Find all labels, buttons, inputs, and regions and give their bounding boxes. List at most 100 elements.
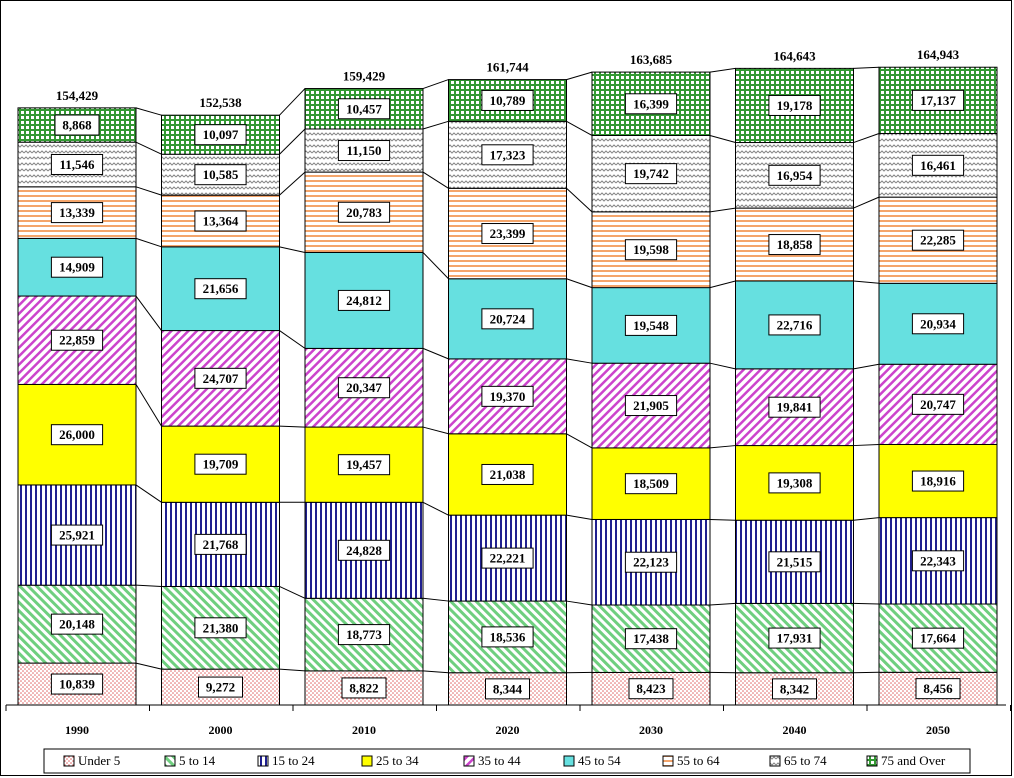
value-label: 10,097 (203, 127, 239, 142)
value-label: 20,724 (490, 311, 526, 326)
connector-line (135, 141, 162, 155)
connector-line (566, 120, 593, 136)
total-labels-group: 154,429 152,538 159,429 161,744 163,685 164,6… (56, 47, 960, 110)
value-label-box (768, 627, 821, 649)
connector-line (279, 246, 306, 253)
value-label-box (337, 377, 391, 399)
x-tick-label-2030: 2030 (639, 723, 663, 737)
value-label: 13,339 (59, 205, 95, 220)
connector-line (709, 207, 736, 213)
connector-line (853, 66, 880, 69)
legend-label-15-to-24: 15 to 24 (272, 753, 315, 768)
bar-55-to-64-2050 (878, 196, 998, 284)
value-label: 10,839 (59, 677, 95, 692)
value-label: 14,909 (59, 260, 95, 275)
value-label: 17,931 (777, 631, 813, 646)
value-label-box (768, 472, 821, 494)
value-label: 22,221 (490, 551, 526, 566)
value-label-box (624, 239, 678, 261)
value-label: 19,370 (490, 389, 526, 404)
connector-line (709, 445, 736, 449)
connector-line (279, 128, 306, 155)
value-label-box (337, 454, 391, 476)
value-label-box (481, 223, 534, 245)
value-label-box (337, 624, 391, 646)
value-label-box (624, 551, 678, 573)
total-label-2040: 164,643 (773, 48, 816, 63)
value-label-box (481, 547, 534, 569)
connector-line (853, 133, 880, 144)
connector-line (566, 358, 593, 364)
connector-line (135, 484, 162, 503)
x-tick-label-2040: 2040 (783, 723, 807, 737)
value-label-box (911, 154, 965, 176)
value-label: 24,828 (346, 543, 382, 558)
value-label: 18,773 (346, 627, 382, 642)
x-tick-label-2020: 2020 (496, 723, 520, 737)
connector-line (566, 514, 593, 520)
connector-line (709, 362, 736, 370)
connector-line (422, 597, 449, 602)
value-label: 18,509 (633, 476, 669, 491)
connector-line (279, 88, 306, 116)
value-label-box (194, 617, 247, 639)
value-label-box (768, 234, 821, 256)
connector-line (422, 171, 449, 189)
value-label: 19,598 (633, 242, 669, 257)
value-label-box (337, 140, 391, 162)
total-label-2030: 163,685 (630, 52, 673, 67)
value-label-box (911, 393, 965, 415)
legend-label-under-5: Under 5 (78, 753, 120, 768)
value-label: 19,709 (203, 457, 239, 472)
connector-line (422, 501, 449, 516)
value-label: 8,423 (636, 681, 666, 696)
value-label-box (624, 473, 678, 495)
x-tick-label-2050: 2050 (926, 723, 950, 737)
legend-label-55-to-64: 55 to 64 (677, 753, 720, 768)
value-label: 18,916 (920, 474, 956, 489)
value-label: 17,323 (490, 147, 526, 162)
value-label: 21,656 (203, 281, 239, 296)
value-label-box (911, 229, 965, 251)
legend-swatch-55-to-64 (662, 755, 674, 767)
connector-line (135, 237, 162, 248)
value-label-box (911, 627, 965, 649)
value-label: 16,954 (777, 168, 813, 183)
connector-line (853, 196, 880, 209)
value-label: 17,664 (920, 631, 956, 646)
value-label: 20,148 (59, 617, 95, 632)
legend-swatch-75-and-over (866, 755, 878, 767)
connector-line (853, 363, 880, 370)
value-label-box (50, 673, 104, 695)
value-label-box (485, 678, 530, 700)
total-label-2000: 152,538 (199, 95, 242, 110)
value-label-box (624, 314, 678, 336)
value-label-box (341, 677, 387, 699)
connector-line (135, 584, 162, 587)
total-label-2050: 164,943 (917, 47, 960, 62)
value-label: 22,343 (920, 553, 956, 568)
value-label: 8,344 (493, 681, 523, 696)
value-label: 23,399 (490, 226, 526, 241)
x-axis: 1990 2000 2010 2020 2030 2040 2050 (5, 704, 1011, 737)
value-label: 19,308 (777, 475, 813, 490)
x-tick-label-1990: 1990 (65, 723, 89, 737)
value-label-box (194, 210, 247, 232)
value-label: 21,515 (777, 554, 813, 569)
value-label: 19,457 (346, 457, 382, 472)
value-label-box (911, 470, 965, 492)
value-label-box (481, 385, 534, 407)
connector-line (853, 443, 880, 447)
connector-line (709, 280, 736, 289)
value-label-box (911, 550, 965, 572)
connector-line (279, 171, 306, 196)
value-label-box (481, 144, 534, 166)
value-label: 20,347 (346, 380, 382, 395)
value-label-box (481, 626, 534, 648)
value-label: 16,399 (633, 96, 669, 111)
value-label: 8,456 (923, 681, 953, 696)
value-label: 20,747 (920, 397, 956, 412)
legend-label-35-to-44: 35 to 44 (478, 753, 521, 768)
total-label-1990: 154,429 (56, 88, 99, 103)
